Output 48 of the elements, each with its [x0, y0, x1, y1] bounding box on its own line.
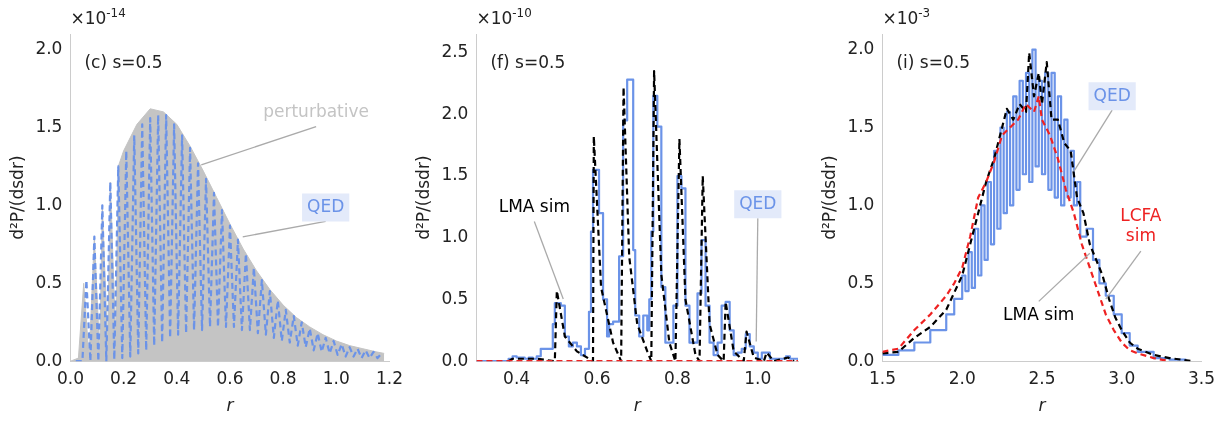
- y-tick-label: 0.0: [35, 349, 63, 370]
- y-tick-label: 1.0: [847, 193, 875, 214]
- y-axis-title: d²P/(dsdr): [412, 155, 433, 240]
- x-tick-label: 0.0: [56, 367, 84, 388]
- y-tick-label: 0.5: [847, 271, 875, 292]
- annotation: (i) s=0.5: [896, 52, 970, 72]
- x-tick-label: 0.6: [216, 367, 244, 388]
- y-axis-title: d²P/(dsdr): [818, 155, 839, 240]
- text: LMA sim: [1003, 303, 1075, 324]
- series-label: LMA sim: [498, 195, 570, 216]
- y-tick-label: 1.5: [441, 164, 469, 185]
- text: QED: [307, 195, 345, 216]
- y-tick-label: 0.5: [441, 287, 469, 308]
- x-axis-title: r: [1038, 395, 1047, 416]
- x-tick-label: 0.6: [583, 367, 611, 388]
- y-tick-label: 0.0: [441, 349, 469, 370]
- text: perturbative: [263, 100, 369, 121]
- x-tick-label: 1.2: [375, 367, 404, 388]
- x-tick-label: 1.5: [868, 367, 896, 388]
- y-tick-label: 1.0: [35, 193, 63, 214]
- series-label: QED: [1093, 84, 1131, 105]
- x-tick-label: 0.8: [269, 367, 297, 388]
- y-tick-label: 1.5: [847, 115, 875, 136]
- x-tick-label: 0.4: [503, 367, 531, 388]
- y-tick-label: 2.5: [441, 40, 469, 61]
- x-tick-label: 3.5: [1187, 367, 1216, 388]
- y-tick-label: 2.0: [847, 38, 875, 58]
- x-axis-title: r: [633, 395, 642, 416]
- annotation: (c) s=0.5: [84, 52, 163, 72]
- x-axis-title: r: [226, 395, 235, 416]
- text: QED: [739, 192, 777, 213]
- x-tick-label: 0.4: [163, 367, 191, 388]
- y-tick-label: 2.0: [35, 38, 63, 58]
- y-tick-label: 1.0: [441, 226, 469, 247]
- x-tick-label: 1.0: [744, 367, 772, 388]
- annotation: (f) s=0.5: [490, 52, 566, 72]
- y-axis-title: d²P/(dsdr): [6, 155, 27, 240]
- text: LCFA sim: [1120, 205, 1162, 246]
- x-tick-label: 0.8: [663, 367, 691, 388]
- x-tick-label: 1.0: [322, 367, 350, 388]
- y-tick-label: 0.0: [847, 349, 875, 370]
- x-tick-label: 2.0: [948, 367, 976, 388]
- x-tick-label: 2.5: [1028, 367, 1056, 388]
- y-tick-label: 2.0: [441, 102, 469, 123]
- y-tick-label: 1.5: [35, 115, 63, 136]
- y-tick-label: 0.5: [35, 271, 63, 292]
- x-tick-label: 0.2: [110, 367, 138, 388]
- x-tick-label: 3.0: [1108, 367, 1136, 388]
